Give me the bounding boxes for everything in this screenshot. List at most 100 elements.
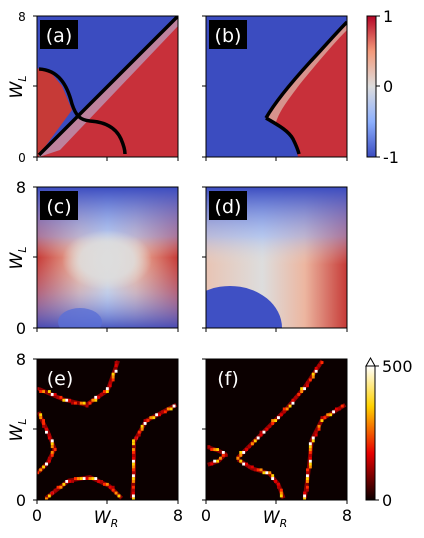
ridge-cell <box>132 448 135 451</box>
ridge-cell <box>158 413 161 417</box>
colorbar1-tick-mid: 0 <box>383 77 393 96</box>
colorbar-hot: 500 0 <box>365 356 413 510</box>
colorbar1-tick-bottom: -1 <box>383 148 399 167</box>
ridge-cell <box>271 419 275 422</box>
ridge-cell <box>94 477 98 480</box>
ytick-label-row3-bottom: 0 <box>16 491 26 510</box>
ridge-cell <box>282 407 286 411</box>
ridge-cell <box>143 419 147 422</box>
ridge-cell <box>132 453 135 457</box>
panel-e-ridges <box>37 360 178 500</box>
panel-f <box>206 359 347 500</box>
colorbar2-tick-top: 500 <box>382 357 413 376</box>
ridge-cell <box>103 482 106 486</box>
ridge-cell <box>85 477 89 480</box>
ridge-cell <box>326 413 330 417</box>
ridge-cell <box>39 468 43 472</box>
panel-c-tag: (c) <box>46 196 71 218</box>
ridge-cell <box>291 401 295 405</box>
ridge-cell <box>143 422 147 425</box>
ridge-cell <box>306 381 309 385</box>
panel-a-curve <box>38 67 127 155</box>
ridge-cell <box>132 442 135 446</box>
ridge-cell <box>45 462 48 466</box>
ridge-cell <box>85 404 89 408</box>
ridge-cell <box>308 378 312 382</box>
ridge-cell <box>74 401 77 405</box>
xtick-label-f-left: 0 <box>201 506 211 525</box>
ridge-cell <box>71 480 74 483</box>
ridge-cell <box>79 401 83 405</box>
ridge-cell <box>320 416 324 420</box>
ridge-cell <box>82 401 86 405</box>
ridge-cell <box>210 462 214 466</box>
ridge-cell <box>146 419 150 422</box>
ridge-cell <box>132 485 135 489</box>
ridge-cell <box>320 419 324 422</box>
ridge-cell <box>140 427 144 431</box>
ridge-cell <box>47 459 51 463</box>
ridge-cell <box>311 372 315 376</box>
panel-a-red-left-region <box>37 68 72 157</box>
ridge-cell <box>42 422 45 425</box>
ridge-cell <box>132 451 135 454</box>
ridge-cell <box>248 445 251 449</box>
ridge-cell <box>306 485 309 489</box>
ridge-cell <box>42 390 45 393</box>
ridge-cell <box>259 433 263 437</box>
ridge-cell <box>308 465 312 469</box>
ridge-cell <box>132 494 135 498</box>
ridge-cell <box>308 453 312 457</box>
ridge-cell <box>279 413 283 417</box>
ridge-cell <box>47 456 51 460</box>
ridge-cell <box>271 474 275 478</box>
ridge-cell <box>221 453 225 457</box>
ridge-cell <box>149 416 153 420</box>
xlabel-e: WR <box>94 508 118 530</box>
ridge-cell <box>91 398 95 402</box>
panel-b-tag: (b) <box>215 25 242 47</box>
ridge-cell <box>137 430 141 434</box>
ridge-cell <box>108 384 112 388</box>
ridge-cell <box>47 436 51 440</box>
ridge-cell <box>111 485 115 489</box>
ridge-cell <box>114 369 118 373</box>
ridge-cell <box>253 468 257 472</box>
ridge-cell <box>50 453 54 457</box>
ridge-cell <box>42 419 45 422</box>
tick-marks <box>33 15 348 504</box>
ridge-cell <box>300 390 304 393</box>
ridge-cell <box>308 448 312 451</box>
ridge-cell <box>314 369 318 373</box>
ridge-cell <box>250 442 254 446</box>
ridge-cell <box>137 433 141 437</box>
ridge-cell <box>279 494 283 498</box>
ytick-label-row1-top: 8 <box>18 10 26 24</box>
ridge-cell <box>311 439 315 443</box>
ridge-cell <box>308 456 312 460</box>
ridge-cell <box>207 445 211 449</box>
ridge-cell <box>303 494 306 498</box>
ylabel-row3: WL <box>7 419 29 442</box>
panel-d-tag-bg <box>209 191 247 220</box>
ridge-cell <box>42 465 45 469</box>
ridge-cell <box>242 462 246 466</box>
ridge-cell <box>279 491 283 495</box>
ridge-cell <box>259 430 263 434</box>
panel-e <box>37 359 178 500</box>
ridge-cell <box>103 390 106 393</box>
ridge-cell <box>239 451 243 454</box>
ridge-cell <box>248 465 251 469</box>
xtick-label-e-right: 8 <box>173 506 183 525</box>
ridge-cell <box>68 398 72 402</box>
ridge-cell <box>111 488 115 492</box>
panel-f-ridges <box>207 359 347 500</box>
ridge-cell <box>97 395 101 399</box>
ridge-cell <box>282 410 286 414</box>
ridge-cell <box>308 459 312 463</box>
ridge-cell <box>62 398 66 402</box>
ridge-cell <box>297 393 301 396</box>
panel-b-red-region <box>266 22 347 157</box>
ridge-cell <box>47 494 51 498</box>
ridge-cell <box>47 433 51 437</box>
